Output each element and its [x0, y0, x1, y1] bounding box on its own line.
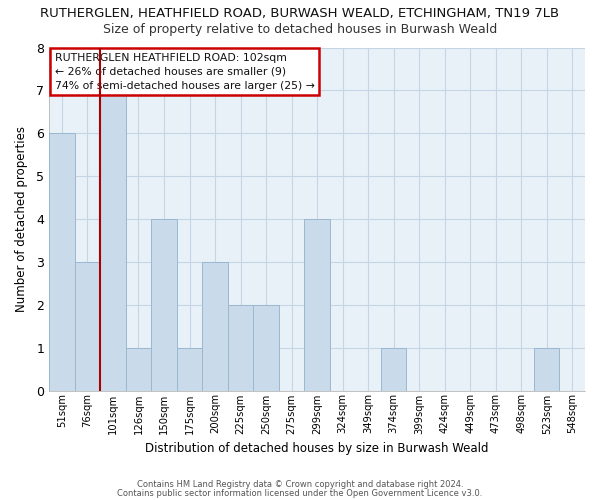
- Text: Size of property relative to detached houses in Burwash Weald: Size of property relative to detached ho…: [103, 22, 497, 36]
- Y-axis label: Number of detached properties: Number of detached properties: [15, 126, 28, 312]
- Bar: [126, 348, 151, 391]
- Bar: [151, 219, 177, 390]
- Bar: [49, 134, 75, 390]
- Text: Contains HM Land Registry data © Crown copyright and database right 2024.: Contains HM Land Registry data © Crown c…: [137, 480, 463, 489]
- Bar: [534, 348, 559, 391]
- Bar: [100, 90, 126, 391]
- Bar: [381, 348, 406, 391]
- Bar: [202, 262, 228, 390]
- Bar: [253, 305, 279, 390]
- Bar: [304, 219, 330, 390]
- Bar: [75, 262, 100, 390]
- Bar: [177, 348, 202, 391]
- Text: RUTHERGLEN HEATHFIELD ROAD: 102sqm
← 26% of detached houses are smaller (9)
74% : RUTHERGLEN HEATHFIELD ROAD: 102sqm ← 26%…: [55, 52, 314, 90]
- Bar: [228, 305, 253, 390]
- Text: Contains public sector information licensed under the Open Government Licence v3: Contains public sector information licen…: [118, 488, 482, 498]
- X-axis label: Distribution of detached houses by size in Burwash Weald: Distribution of detached houses by size …: [145, 442, 489, 455]
- Text: RUTHERGLEN, HEATHFIELD ROAD, BURWASH WEALD, ETCHINGHAM, TN19 7LB: RUTHERGLEN, HEATHFIELD ROAD, BURWASH WEA…: [40, 8, 560, 20]
